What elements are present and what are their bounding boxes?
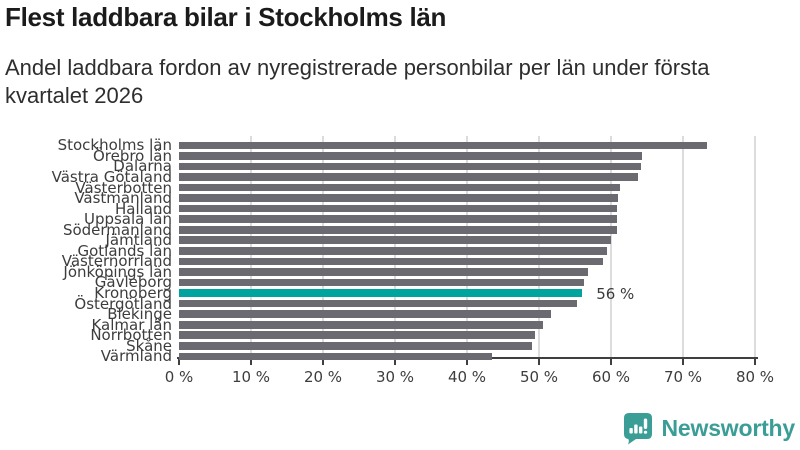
x-axis-tick-label: 60 %: [591, 368, 631, 386]
gridline: [250, 136, 252, 357]
x-axis-tick: [754, 357, 756, 365]
bar-highlight: [179, 289, 583, 297]
x-axis-tick: [250, 357, 252, 365]
x-axis-tick: [466, 357, 468, 365]
y-axis-label: Uppsala län: [83, 210, 172, 229]
bar: [179, 225, 617, 234]
gridline: [394, 136, 396, 357]
bar: [179, 341, 532, 350]
gridline: [610, 136, 612, 357]
y-axis-label: Kronoberg: [94, 284, 172, 302]
bar: [179, 247, 608, 255]
bar: [179, 299, 578, 308]
y-axis-label: Skåne: [126, 336, 172, 355]
bar: [179, 310, 552, 318]
y-axis-label: Dalarna: [113, 157, 172, 176]
y-axis-label: Norrbotten: [90, 326, 172, 345]
bar: [179, 320, 544, 329]
y-axis-label: Värmland: [100, 347, 172, 366]
value-label: 56 %: [596, 284, 635, 303]
y-axis-label: Västernorrland: [61, 252, 172, 271]
plot-area: 56 %: [179, 136, 756, 361]
y-axis-label: Gävleborg: [94, 273, 172, 292]
y-axis-label: Västra Götaland: [51, 167, 172, 186]
x-axis-tick: [178, 357, 180, 365]
bar: [179, 162, 641, 171]
gridline: [754, 136, 756, 357]
bar: [179, 204, 618, 213]
x-axis-tick-label: 40 %: [447, 368, 487, 386]
y-axis-label: Stockholms län: [57, 136, 172, 155]
bar: [179, 331, 536, 340]
bar: [179, 141, 708, 150]
gridline: [322, 136, 324, 357]
y-axis-label: Örebro län: [92, 146, 172, 165]
brand-name: Newsworthy: [661, 414, 796, 441]
x-axis-tick: [610, 357, 612, 365]
page-title: Flest laddbara bilar i Stockholms län: [5, 2, 447, 32]
y-axis-label: Västerbotten: [75, 178, 172, 197]
x-axis-tick-label: 10 %: [231, 368, 271, 386]
x-axis-tick: [322, 357, 324, 365]
y-axis-label: Blekinge: [107, 305, 172, 324]
gridline: [682, 136, 684, 357]
bar: [179, 194, 619, 202]
x-axis-tick: [394, 357, 396, 365]
bar: [179, 278, 585, 287]
y-axis-label: Södermanland: [62, 220, 172, 239]
bar: [179, 257, 604, 266]
bar: [179, 268, 588, 276]
gridline: [466, 136, 468, 357]
y-axis-label: Västmanland: [74, 189, 172, 208]
bar: [179, 152, 642, 160]
bar: [179, 183, 620, 192]
y-axis-label: Halland: [114, 199, 172, 218]
y-axis-label: Gotlands län: [77, 241, 172, 260]
x-axis-tick-label: 50 %: [519, 368, 559, 386]
x-axis-tick: [538, 357, 540, 365]
bar: [179, 352, 493, 361]
y-axis-label: Jämtland: [105, 231, 173, 250]
x-axis-tick-label: 30 %: [375, 368, 415, 386]
newsworthy-logo[interactable]: Newsworthy: [621, 411, 795, 445]
y-axis-labels: Stockholms län Örebro län Dalarna Västra Gö…: [0, 136, 173, 364]
x-axis-tick-label: 70 %: [663, 368, 703, 386]
x-axis-tick-label: 0 %: [164, 368, 194, 386]
bar-chart-speech-bubble-icon: [621, 411, 655, 445]
y-axis-label: Östergötland: [74, 294, 172, 313]
gridline: [538, 136, 540, 357]
bar: [179, 215, 617, 224]
y-axis-label: Kalmar län: [91, 315, 172, 334]
bar: [179, 173, 639, 181]
y-axis-label: Jönköpings län: [63, 262, 172, 281]
x-axis-tick: [682, 357, 684, 365]
x-axis-tick-label: 20 %: [303, 368, 343, 386]
chart-subtitle: Andel laddbara fordon av nyregistrerade …: [5, 55, 710, 108]
bar: [179, 236, 611, 245]
x-axis-tick-label: 80 %: [735, 368, 775, 386]
